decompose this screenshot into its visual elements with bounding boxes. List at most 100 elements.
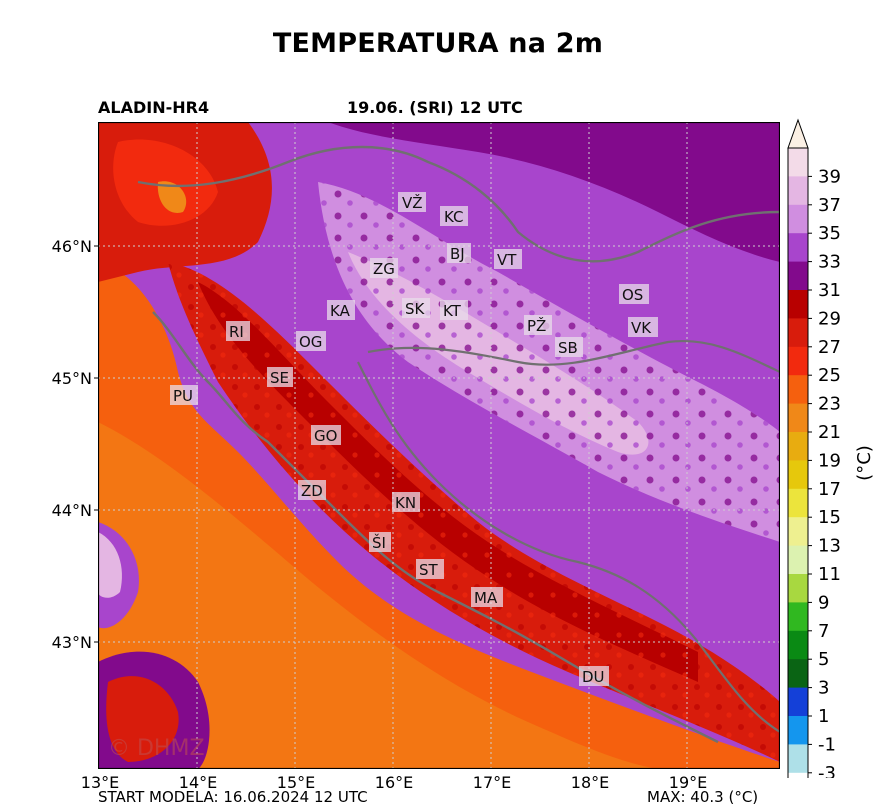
- city-label-zd: ZD: [298, 480, 326, 500]
- svg-text:BJ: BJ: [450, 245, 465, 263]
- colorbar-swatch: [788, 488, 808, 518]
- lon-axis: 13°E 14°E 15°E 16°E 17°E 18°E 19°E: [81, 773, 707, 791]
- city-label-go: GO: [311, 425, 341, 445]
- south-hills-red: [106, 676, 179, 762]
- colorbar-swatch: [788, 687, 808, 717]
- city-label-pz: PŽ: [524, 315, 552, 335]
- lon-tick-13: 13°E: [81, 773, 119, 791]
- alps-yellow: [157, 181, 187, 213]
- city-label-vz: VŽ: [398, 192, 426, 212]
- colorbar-tick-label: 23: [818, 394, 841, 415]
- lon-tick-15: 15°E: [277, 773, 315, 791]
- colorbar-tick-label: 39: [818, 166, 841, 187]
- colorbar-tick-label: 1: [818, 706, 829, 727]
- colorbar-swatch: [788, 602, 808, 632]
- model-name: ALADIN-HR4: [98, 98, 210, 117]
- lat-tick-44: 44°N: [52, 501, 92, 520]
- colorbar-swatch: [788, 318, 808, 348]
- sw-island-light: [98, 532, 122, 598]
- city-label-kn: KN: [392, 492, 420, 512]
- colorbar-swatch: [788, 630, 808, 660]
- city-label-pu: PU: [170, 385, 198, 405]
- colorbar-swatch: [788, 545, 808, 575]
- city-label-zg: ZG: [370, 258, 398, 278]
- svg-text:SB: SB: [558, 339, 578, 357]
- north-dark: [328, 122, 780, 262]
- colorbar-swatch: [788, 148, 808, 177]
- colorbar-swatch: [788, 375, 808, 405]
- svg-text:ZD: ZD: [301, 482, 323, 500]
- colorbar-tick-label: 33: [818, 252, 841, 273]
- valid-time: 19.06. (SRI) 12 UTC: [347, 98, 523, 117]
- svg-text:ZG: ZG: [373, 260, 395, 278]
- colorbar-swatch: [788, 574, 808, 603]
- colorbar-label: (°C): [854, 445, 875, 481]
- svg-text:VK: VK: [631, 319, 652, 337]
- max-value: MAX: 40.3 (°C): [647, 788, 759, 806]
- colorbar-tick-label: 31: [818, 280, 841, 301]
- colorbar-extend-top: [787, 118, 809, 149]
- gridlines: [98, 122, 780, 769]
- city-label-og: OG: [296, 331, 326, 351]
- svg-text:GO: GO: [314, 427, 337, 445]
- city-labels: VŽ KC ZG BJ VT OS KA SK KT PŽ VK RI OG S…: [170, 192, 658, 686]
- colorbar-tick-label: 17: [818, 479, 841, 500]
- svg-text:PU: PU: [173, 387, 193, 405]
- svg-text:RI: RI: [229, 323, 244, 341]
- svg-text:PŽ: PŽ: [527, 316, 546, 335]
- colorbar-tick-label: 37: [818, 195, 841, 216]
- colorbar-frame: [787, 147, 809, 778]
- model-start: START MODELA: 16.06.2024 12 UTC: [98, 788, 368, 806]
- sea-warm-band: [98, 422, 658, 769]
- city-label-kt: KT: [440, 300, 468, 320]
- colorbar-swatch: [788, 261, 808, 291]
- city-label-sk: SK: [402, 298, 430, 318]
- svg-text:KA: KA: [330, 302, 351, 320]
- colorbar-swatch: [788, 346, 808, 376]
- colorbar-swatch: [788, 772, 808, 778]
- lat-tick-46: 46°N: [52, 237, 92, 256]
- svg-text:VŽ: VŽ: [402, 193, 423, 212]
- lon-tick-18: 18°E: [571, 773, 609, 791]
- svg-text:KT: KT: [443, 302, 462, 320]
- svg-text:OS: OS: [622, 286, 643, 304]
- colorbar-swatch: [788, 403, 808, 433]
- temperature-map: VŽ KC ZG BJ VT OS KA SK KT PŽ VK RI OG S…: [98, 122, 780, 769]
- lon-tick-16: 16°E: [375, 773, 413, 791]
- colorbar-tick-label: -3: [818, 763, 836, 778]
- colorbar-tick-label: 27: [818, 337, 841, 358]
- svg-text:ST: ST: [419, 561, 439, 579]
- colorbar-tick-label: 3: [818, 678, 829, 699]
- colorbar-tick-label: 13: [818, 536, 841, 557]
- colorbar-tick-label: -1: [818, 734, 836, 755]
- lon-tick-14: 14°E: [179, 773, 217, 791]
- svg-text:ŠI: ŠI: [372, 533, 386, 552]
- colorbar-swatch: [788, 659, 808, 689]
- colorbar-swatch: [788, 233, 808, 263]
- colorbar-tick-label: 15: [818, 507, 841, 528]
- colorbar-tick-label: 9: [818, 592, 829, 613]
- city-label-sb: SB: [555, 337, 583, 357]
- colorbar: 39373533312927252321191715131197531-1-3 …: [787, 118, 875, 778]
- svg-text:OG: OG: [299, 333, 322, 351]
- svg-text:VT: VT: [497, 251, 517, 269]
- dinaric-hotspots: [168, 262, 780, 762]
- pannonian-hotspots: [318, 182, 780, 542]
- city-label-vk: VK: [628, 317, 658, 337]
- lat-axis: 46°N 45°N 44°N 43°N: [52, 237, 98, 652]
- colorbar-swatch: [788, 290, 808, 319]
- lon-tick-17: 17°E: [473, 773, 511, 791]
- city-label-si: ŠI: [369, 532, 391, 552]
- city-label-kc: KC: [440, 206, 468, 226]
- colorbar-tick-label: 5: [818, 649, 829, 670]
- colorbar-swatch: [788, 432, 808, 461]
- city-label-ma: MA: [471, 587, 503, 607]
- colorbar-tick-label: 19: [818, 450, 841, 471]
- colorbar-blocks: [787, 118, 809, 778]
- colorbar-swatch: [788, 204, 808, 234]
- svg-text:DU: DU: [582, 668, 605, 686]
- colorbar-swatch: [788, 176, 808, 206]
- colorbar-tick-label: 29: [818, 308, 841, 329]
- colorbar-swatch: [788, 460, 808, 490]
